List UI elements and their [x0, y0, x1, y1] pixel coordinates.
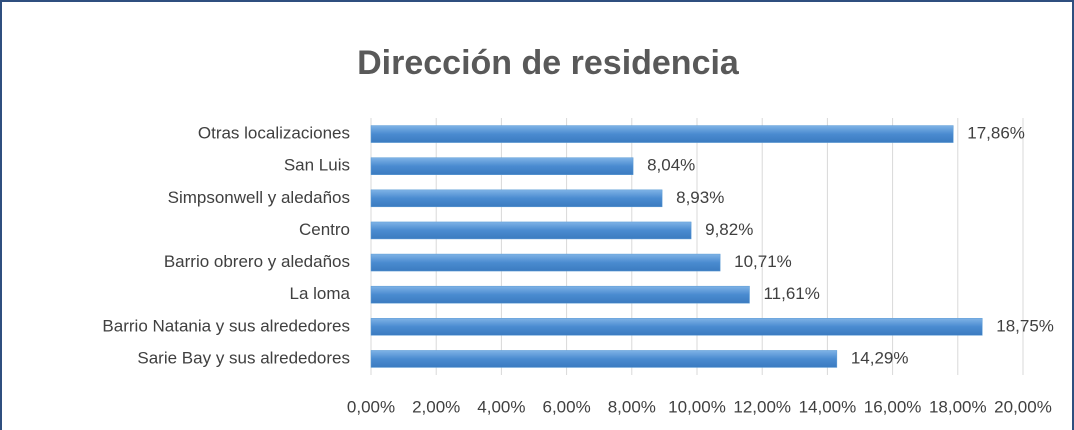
bar — [370, 221, 692, 240]
value-label: 8,04% — [647, 156, 695, 175]
bar — [370, 350, 838, 368]
bar — [370, 125, 954, 143]
value-label: 17,86% — [967, 124, 1025, 143]
bar — [370, 318, 983, 336]
x-tick-label: 8,00% — [608, 397, 656, 416]
value-label: 10,71% — [734, 252, 792, 271]
x-tick-label: 10,00% — [668, 397, 726, 416]
bar — [370, 285, 750, 304]
value-label: 8,93% — [676, 188, 724, 207]
x-tick-label: 14,00% — [799, 397, 857, 416]
x-tick-label: 16,00% — [864, 397, 922, 416]
x-tick-label: 20,00% — [994, 397, 1052, 416]
y-tick-label: Sarie Bay y sus alrededores — [137, 348, 350, 367]
value-label: 18,75% — [996, 316, 1054, 335]
y-tick-label: Simpsonwell y aledaños — [168, 188, 350, 207]
bar — [370, 157, 634, 175]
x-tick-label: 0,00% — [347, 397, 395, 416]
bar — [370, 253, 721, 272]
x-tick-label: 12,00% — [733, 397, 791, 416]
chart-title: Dirección de residencia — [357, 44, 740, 82]
value-label: 9,82% — [705, 220, 753, 239]
value-label: 11,61% — [763, 284, 819, 303]
x-tick-label: 2,00% — [412, 397, 460, 416]
y-tick-label: Centro — [299, 220, 350, 239]
y-tick-label: Barrio Natania y sus alrededores — [102, 316, 350, 335]
x-tick-label: 18,00% — [929, 397, 987, 416]
y-tick-label: San Luis — [284, 156, 350, 175]
value-label: 14,29% — [851, 348, 909, 367]
y-tick-label: La loma — [290, 284, 351, 303]
y-tick-label: Barrio obrero y aledaños — [164, 252, 350, 271]
x-tick-label: 4,00% — [477, 397, 525, 416]
x-tick-label: 6,00% — [542, 397, 590, 416]
bar — [370, 189, 663, 208]
y-tick-label: Otras localizaciones — [198, 124, 350, 143]
